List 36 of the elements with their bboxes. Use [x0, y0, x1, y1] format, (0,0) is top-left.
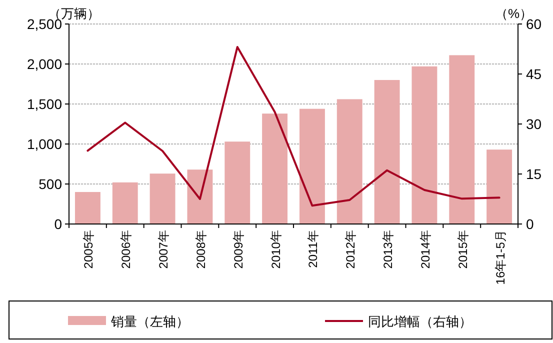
x-tick-label: 2014年	[418, 230, 432, 269]
bar	[150, 174, 176, 224]
y-tick-label: 0	[54, 216, 62, 232]
y-tick-label: 2,000	[26, 56, 62, 72]
x-tick-label: 2006年	[119, 230, 134, 269]
y2-tick-label: 0	[526, 216, 534, 232]
x-tick-label: 2011年	[306, 230, 320, 268]
bar	[187, 170, 213, 224]
y-tick-label: 1,500	[26, 96, 62, 112]
bar	[224, 142, 250, 224]
y2-tick-label: 30	[526, 116, 542, 132]
legend-label: 销量（左轴）	[110, 314, 189, 329]
bar	[74, 192, 100, 224]
bar	[412, 66, 438, 224]
bar	[299, 108, 325, 224]
bar	[486, 150, 512, 224]
bar	[262, 114, 288, 224]
y-tick-label: 500	[38, 176, 62, 192]
y2-tick-label: 15	[526, 166, 542, 182]
bar	[112, 182, 138, 224]
x-tick-label: 2005年	[82, 230, 96, 269]
x-tick-label: 2008年	[194, 230, 208, 269]
legend-label: 同比增幅（右轴）	[368, 314, 472, 329]
x-tick-label: 2013年	[381, 230, 396, 269]
x-tick-label: 2009年	[231, 230, 246, 269]
y2-tick-label: 45	[526, 66, 542, 82]
x-tick-label: 16年1-5月	[493, 230, 508, 285]
y-tick-label: 1,000	[26, 136, 62, 152]
bar	[336, 99, 362, 224]
x-tick-label: 2015年	[456, 230, 470, 269]
x-tick-label: 2007年	[156, 230, 171, 269]
bar	[449, 55, 475, 224]
bar	[374, 80, 400, 224]
x-tick-label: 2010年	[268, 230, 283, 269]
x-tick-label: 2012年	[344, 230, 358, 269]
y2-tick-label: 60	[526, 16, 542, 32]
